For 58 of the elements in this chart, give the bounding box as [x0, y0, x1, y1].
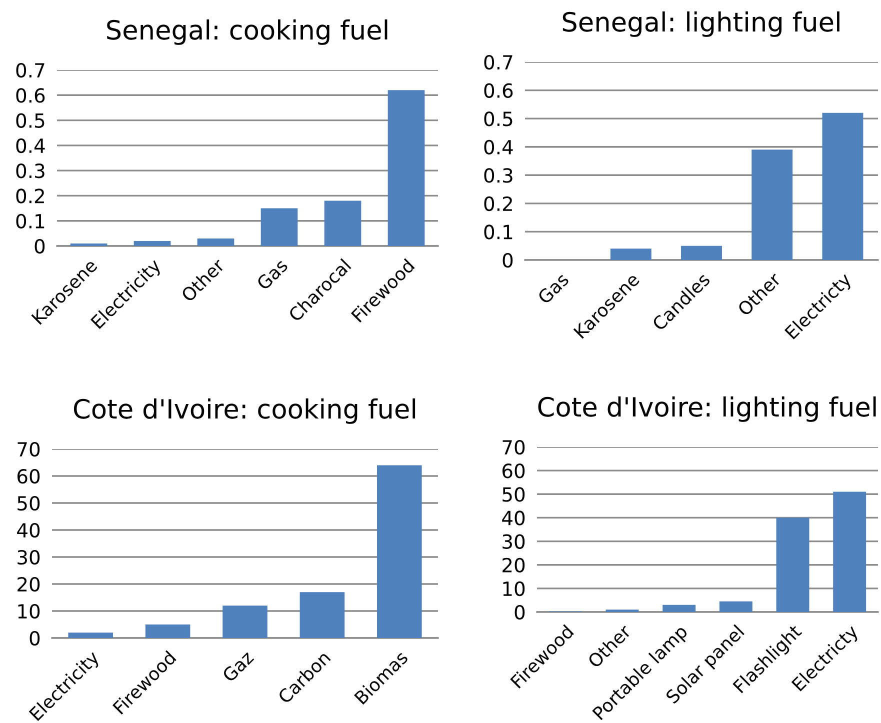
bar [610, 248, 652, 260]
bar [776, 518, 810, 612]
y-tick-label: 60 [18, 468, 40, 484]
y-tick-label: 0.2 [484, 196, 512, 212]
bar [197, 238, 234, 246]
y-tick-label: 0.6 [16, 88, 45, 103]
y-tick-label: 20 [18, 576, 40, 592]
y-tick-label: 0.3 [16, 164, 44, 178]
bar [719, 601, 752, 612]
y-tick-label: 0.1 [16, 214, 44, 229]
bar [134, 240, 171, 246]
y-tick-label: 0.4 [484, 140, 513, 155]
y-tick-label: 40 [502, 510, 525, 526]
y-tick-label: 0 [514, 604, 525, 620]
y-tick-label: 0.1 [484, 224, 512, 240]
bar [70, 243, 108, 246]
bar [145, 624, 190, 638]
y-tick-label: 70 [502, 440, 525, 455]
y-tick-label: 0.6 [484, 83, 513, 98]
y-tick-label: 20 [502, 558, 525, 573]
y-tick-label: 60 [502, 464, 525, 478]
bar [377, 465, 422, 638]
y-tick-label: 0 [502, 252, 513, 268]
y-tick-label: 40 [17, 522, 40, 538]
bar [324, 200, 362, 246]
bar [300, 592, 345, 638]
chart-title: Senegal: cooking fuel [107, 19, 388, 45]
y-tick-label: 50 [502, 487, 525, 502]
chart-title: Senegal: lighting fuel [562, 11, 840, 37]
y-tick-label: 0.4 [16, 138, 45, 154]
y-tick-label: 0.2 [16, 188, 44, 204]
chart-title: Cote d'Ivoire: cooking fuel [74, 398, 416, 424]
y-tick-label: 10 [18, 604, 40, 619]
y-tick-label: 0.3 [484, 168, 512, 183]
y-tick-label: 0.7 [16, 62, 44, 78]
bar [260, 208, 298, 246]
y-tick-label: 0.7 [484, 54, 512, 70]
y-tick-label: 30 [502, 534, 525, 549]
chart-title: Cote d'Ivoire: lighting fuel [538, 396, 876, 422]
x-tick-label: Gaz [222, 650, 254, 683]
bar [833, 492, 866, 612]
x-tick-label: Gas [256, 258, 289, 291]
y-tick-label: 30 [18, 550, 40, 565]
y-tick-label: 0 [30, 630, 40, 646]
y-tick-label: 10 [503, 581, 525, 596]
bar [822, 112, 864, 260]
y-tick-label: 0 [34, 238, 45, 254]
y-tick-label: 70 [18, 442, 40, 457]
bar [681, 246, 722, 260]
bar [68, 632, 113, 638]
y-tick-label: 0.5 [16, 113, 44, 128]
bar [222, 606, 268, 638]
y-tick-label: 50 [18, 496, 40, 511]
bar [752, 150, 793, 260]
bar [388, 90, 425, 246]
x-tick-label: Gas [536, 272, 570, 305]
bar [662, 604, 696, 612]
y-tick-label: 0.5 [484, 112, 512, 126]
